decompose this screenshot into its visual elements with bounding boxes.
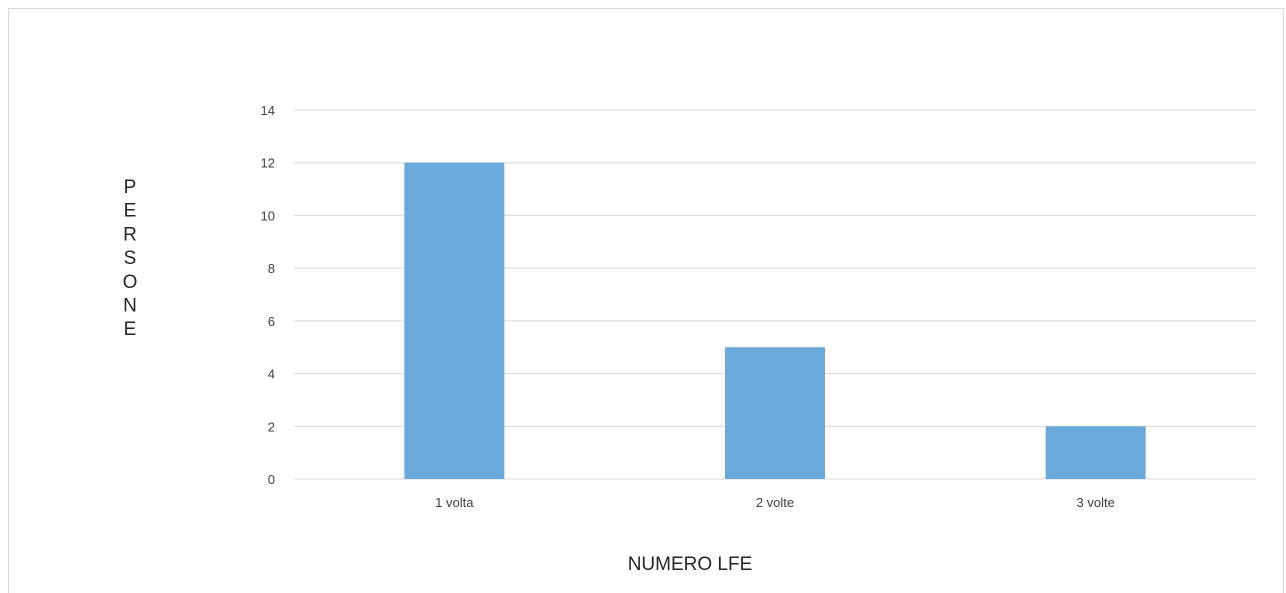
y-tick-label: 0 — [268, 472, 275, 487]
y-axis-title-letter: S — [124, 248, 137, 269]
bar-2 — [725, 347, 825, 479]
y-tick-label: 8 — [268, 261, 275, 276]
x-tick-label: 2 volte — [756, 495, 794, 510]
y-axis-title-letter: N — [123, 296, 137, 317]
y-tick-label: 2 — [268, 419, 275, 434]
y-axis-title-letter: E — [124, 319, 137, 340]
y-tick-label: 10 — [261, 208, 275, 223]
y-axis-title-letter: O — [123, 272, 138, 293]
y-tick-label: 14 — [261, 103, 275, 118]
y-tick-label: 12 — [261, 156, 275, 171]
x-tick-label: 3 volte — [1077, 495, 1115, 510]
x-axis-title: NUMERO LFE — [628, 554, 753, 575]
bar-1 — [404, 162, 505, 479]
x-tick-label: 1 volta — [435, 495, 474, 510]
y-tick-labels: 0 2 4 6 8 10 12 14 — [261, 103, 275, 487]
y-axis-title-letter: P — [124, 177, 137, 198]
y-tick-label: 6 — [268, 314, 275, 329]
y-tick-label: 4 — [268, 367, 275, 382]
chart-frame — [8, 8, 1284, 593]
bars — [404, 162, 1146, 479]
y-axis-title-letter: E — [124, 201, 137, 222]
y-axis-title-letter: R — [123, 224, 137, 245]
x-tick-labels: 1 volta 2 volte 3 volte — [435, 495, 1115, 510]
bar-3 — [1045, 426, 1146, 479]
